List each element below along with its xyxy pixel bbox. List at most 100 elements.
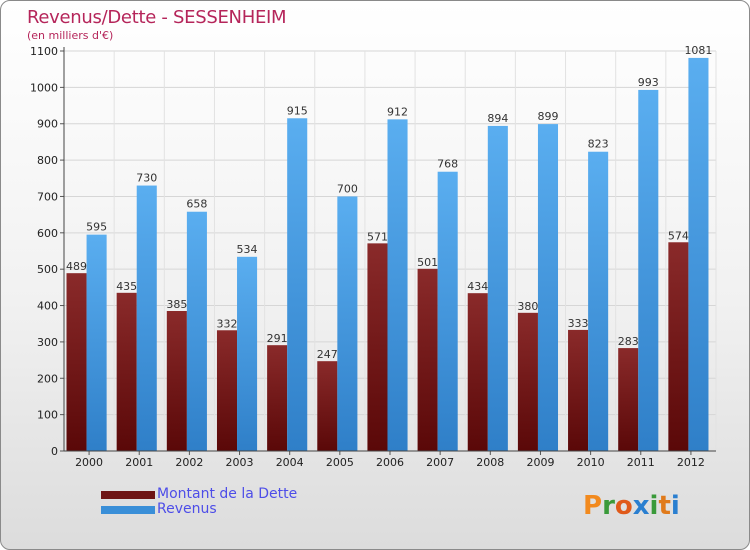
data-label-revenue-2012: 1081 xyxy=(684,44,712,57)
bar-debt-2006 xyxy=(367,243,388,451)
axes xyxy=(63,47,716,452)
logo-letter: i xyxy=(670,491,680,521)
x-tick-label: 2000 xyxy=(75,456,103,469)
bar-debt-2011 xyxy=(618,348,639,451)
bar-revenue-2010 xyxy=(588,151,609,451)
x-tick-label: 2006 xyxy=(376,456,404,469)
bars xyxy=(66,57,709,452)
logo-letter: r xyxy=(602,491,615,521)
y-tick-label: 700 xyxy=(37,190,58,203)
bar-revenue-2005 xyxy=(337,196,358,451)
bar-debt-2002 xyxy=(166,311,187,451)
y-tick-label: 300 xyxy=(37,336,58,349)
y-tick-label: 1000 xyxy=(30,81,58,94)
x-axis-ticks: 2000 2001 2002 2003 2004 2005 2006 2007 2008 2009… xyxy=(75,451,705,469)
logo-letter: o xyxy=(614,491,633,521)
x-tick-label: 2005 xyxy=(326,456,354,469)
bar-debt-2007 xyxy=(417,268,438,451)
bar-debt-2010 xyxy=(568,329,589,451)
logo-letter: x xyxy=(632,491,650,521)
data-label-debt-2008: 434 xyxy=(467,280,488,293)
bar-debt-2008 xyxy=(467,293,488,451)
legend-swatch-revenue xyxy=(101,505,155,514)
legend-label-debt: Montant de la Dette xyxy=(157,486,298,502)
bar-debt-2000 xyxy=(66,273,87,451)
bar-revenue-2008 xyxy=(487,125,508,451)
y-tick-label: 800 xyxy=(37,154,58,167)
x-tick-label: 2007 xyxy=(426,456,454,469)
data-label-debt-2002: 385 xyxy=(166,298,187,311)
x-tick-label: 2012 xyxy=(677,456,705,469)
data-label-debt-2004: 291 xyxy=(267,332,288,345)
chart-subtitle: (en milliers d'€) xyxy=(27,29,114,42)
bar-revenue-2011 xyxy=(638,89,659,451)
legend: Montant de la Dette Revenus xyxy=(101,487,297,517)
y-tick-label: 0 xyxy=(51,445,58,458)
y-tick-label: 1100 xyxy=(30,45,58,58)
legend-swatch-debt xyxy=(101,490,155,499)
data-labels: 489 595 435 730 385 658 332 534 291 915 247 700 571 9… xyxy=(66,44,712,361)
logo-letter: P xyxy=(583,491,603,521)
data-label-revenue-2005: 700 xyxy=(337,182,358,195)
data-label-revenue-2010: 823 xyxy=(588,138,609,151)
x-tick-label: 2008 xyxy=(476,456,504,469)
bar-revenue-2003 xyxy=(237,256,258,451)
y-axis-ticks: 0 100 200 300 400 500 600 700 800 900 1000 1100 xyxy=(30,45,64,458)
logo-letter: t xyxy=(658,491,671,521)
x-tick-label: 2004 xyxy=(276,456,304,469)
data-label-debt-2000: 489 xyxy=(66,260,87,273)
bar-revenue-2004 xyxy=(287,118,308,451)
data-label-revenue-2000: 595 xyxy=(86,221,107,234)
y-tick-label: 600 xyxy=(37,227,58,240)
x-tick-label: 2001 xyxy=(125,456,153,469)
bar-debt-2003 xyxy=(216,330,238,451)
bar-revenue-2007 xyxy=(437,171,458,451)
bar-revenue-2000 xyxy=(86,234,107,451)
data-label-revenue-2004: 915 xyxy=(287,104,308,117)
data-label-debt-2010: 333 xyxy=(568,317,589,330)
data-label-revenue-2008: 894 xyxy=(487,112,508,125)
data-label-revenue-2011: 993 xyxy=(638,76,659,89)
data-label-debt-2011: 283 xyxy=(618,335,639,348)
bar-revenue-2006 xyxy=(387,119,408,451)
legend-item-revenue: Revenus xyxy=(101,502,297,517)
data-label-revenue-2003: 534 xyxy=(237,243,258,256)
data-label-revenue-2009: 899 xyxy=(537,110,558,123)
data-label-debt-2007: 501 xyxy=(417,256,438,269)
data-label-revenue-2002: 658 xyxy=(186,198,207,211)
x-tick-label: 2003 xyxy=(226,456,254,469)
data-label-debt-2006: 571 xyxy=(367,230,388,243)
legend-label-revenue: Revenus xyxy=(157,501,217,517)
data-label-revenue-2006: 912 xyxy=(387,105,408,118)
data-label-debt-2001: 435 xyxy=(116,280,137,293)
logo-letter: i xyxy=(649,491,659,521)
bar-revenue-2009 xyxy=(537,124,559,451)
bar-debt-2005 xyxy=(317,361,338,451)
bar-debt-2001 xyxy=(116,292,137,451)
data-label-debt-2005: 247 xyxy=(317,348,338,361)
x-tick-label: 2002 xyxy=(175,456,203,469)
y-tick-label: 200 xyxy=(37,372,58,385)
data-label-debt-2003: 332 xyxy=(217,317,238,330)
x-tick-label: 2009 xyxy=(526,456,554,469)
data-label-debt-2012: 574 xyxy=(668,229,689,242)
chart-title: Revenus/Dette - SESSENHEIM xyxy=(27,7,287,28)
bar-debt-2012 xyxy=(668,242,689,451)
y-tick-label: 100 xyxy=(37,409,58,422)
bar-revenue-2012 xyxy=(688,57,709,452)
bar-debt-2009 xyxy=(517,312,538,451)
legend-item-debt: Montant de la Dette xyxy=(101,487,297,502)
data-label-revenue-2007: 768 xyxy=(437,158,458,171)
y-tick-label: 900 xyxy=(37,118,58,131)
y-tick-label: 500 xyxy=(37,263,58,276)
proxiti-logo: Proxiti xyxy=(583,491,680,521)
bar-revenue-2002 xyxy=(186,211,207,451)
x-tick-label: 2011 xyxy=(627,456,655,469)
y-tick-label: 400 xyxy=(37,300,58,313)
data-label-debt-2009: 380 xyxy=(517,300,538,313)
bar-revenue-2001 xyxy=(136,185,157,451)
x-tick-label: 2010 xyxy=(577,456,605,469)
bar-debt-2004 xyxy=(267,345,288,451)
